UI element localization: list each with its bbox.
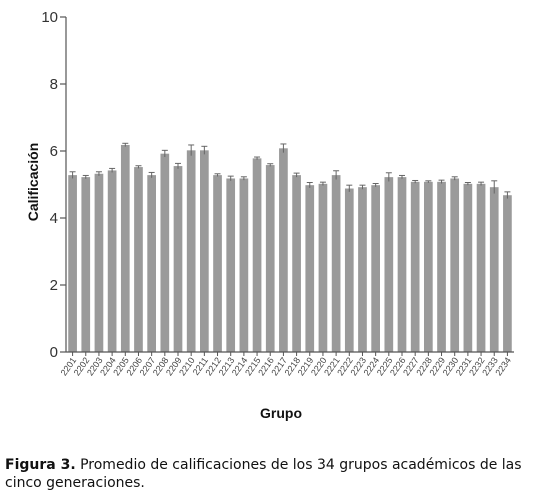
bar-2229 bbox=[437, 181, 446, 352]
bars-group bbox=[68, 144, 512, 352]
bar-2220 bbox=[318, 183, 328, 352]
y-tick-label: 2 bbox=[50, 277, 58, 294]
x-ticks-group: 2201220222032204220522062207220822092210… bbox=[59, 352, 513, 378]
y-tick-label: 6 bbox=[50, 143, 58, 160]
y-tick-label: 8 bbox=[50, 76, 58, 93]
bar-2211 bbox=[200, 150, 209, 352]
caption-label: Figura 3. bbox=[5, 457, 76, 473]
bar-2206 bbox=[134, 167, 143, 352]
bar-2233 bbox=[489, 187, 499, 352]
bar-2221 bbox=[331, 175, 341, 352]
bar-2223 bbox=[358, 187, 367, 352]
bar-2232 bbox=[476, 183, 486, 352]
figure-caption: Figura 3. Promedio de calificaciones de … bbox=[5, 456, 539, 492]
bar-2207 bbox=[147, 175, 156, 352]
bar-2228 bbox=[424, 181, 433, 352]
bar-2219 bbox=[305, 185, 315, 352]
y-ticks-group: 0 2 4 6 8 10 bbox=[41, 9, 66, 361]
bar-2231 bbox=[463, 183, 473, 352]
bar-2230 bbox=[450, 178, 460, 352]
bar-2209 bbox=[173, 166, 183, 352]
bar-2210 bbox=[186, 150, 196, 352]
bar-2218 bbox=[292, 175, 301, 352]
x-axis-title: Grupo bbox=[260, 405, 302, 421]
bar-2215 bbox=[252, 158, 262, 352]
bar-2202 bbox=[81, 177, 91, 352]
bar-2217 bbox=[279, 148, 288, 352]
y-tick-label: 10 bbox=[41, 9, 58, 26]
bar-2216 bbox=[265, 165, 275, 352]
bar-2222 bbox=[344, 188, 354, 352]
bar-2224 bbox=[371, 185, 380, 352]
bar-2227 bbox=[410, 181, 420, 352]
bar-2203 bbox=[94, 173, 104, 352]
caption-text: Promedio de calificaciones de los 34 gru… bbox=[5, 457, 522, 491]
bar-2208 bbox=[160, 153, 170, 352]
bar-2204 bbox=[107, 170, 117, 352]
y-axis-title: Calificación bbox=[25, 143, 41, 222]
y-tick-label: 0 bbox=[50, 344, 58, 361]
bar-2226 bbox=[397, 177, 407, 352]
bar-2201 bbox=[68, 175, 77, 352]
bar-2225 bbox=[384, 177, 394, 352]
error-bars-group bbox=[69, 142, 511, 199]
bar-2214 bbox=[239, 178, 249, 352]
bar-2212 bbox=[213, 175, 222, 352]
bar-2205 bbox=[120, 144, 130, 352]
bar-chart: 0 2 4 6 8 10 22012202220322042205220622072208… bbox=[25, 9, 514, 421]
bar-2213 bbox=[226, 178, 236, 352]
y-tick-label: 4 bbox=[50, 210, 58, 227]
bar-2234 bbox=[503, 195, 512, 352]
